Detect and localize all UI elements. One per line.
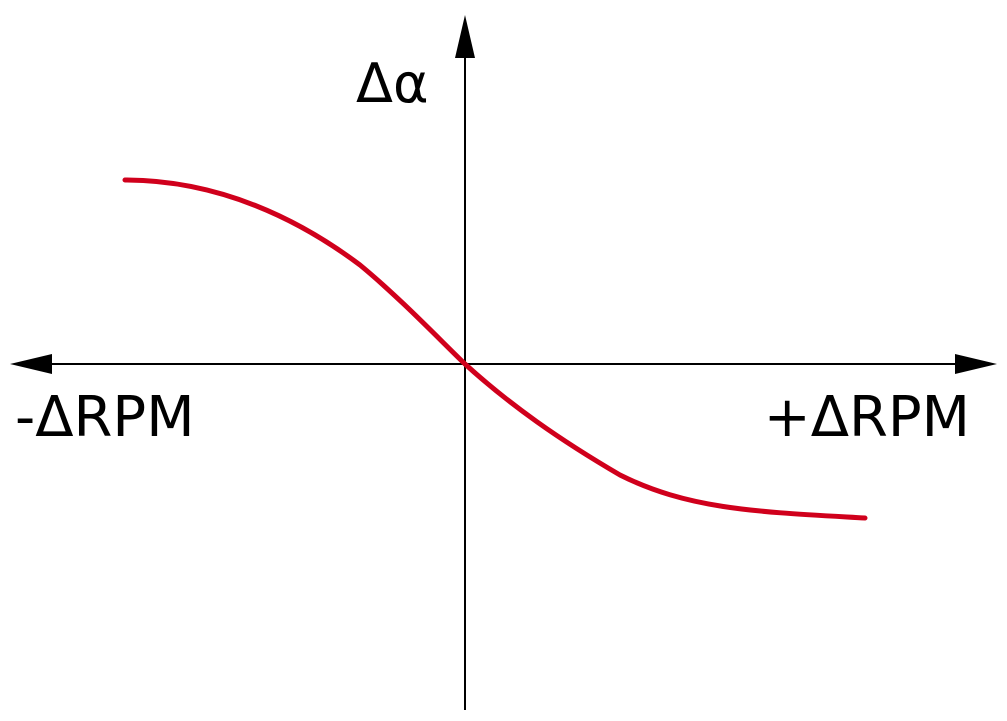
x-axis-negative-label: -ΔRPM (15, 385, 195, 450)
x-axis-right-arrowhead (955, 354, 997, 374)
y-axis-top-arrowhead (455, 15, 475, 58)
x-axis-positive-label: +ΔRPM (764, 385, 970, 450)
x-axis-left-arrowhead (10, 354, 52, 374)
y-axis-label: Δα (356, 52, 429, 115)
response-curve (122, 177, 868, 521)
